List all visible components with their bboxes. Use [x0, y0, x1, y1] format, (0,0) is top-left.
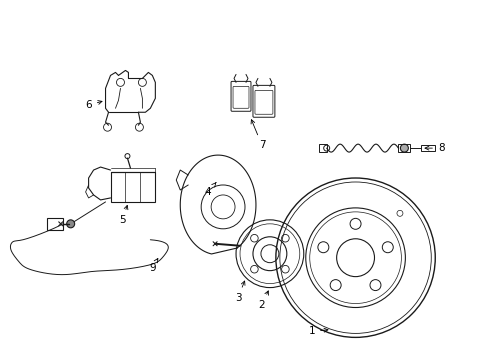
Text: 5: 5 [119, 206, 128, 225]
Circle shape [66, 220, 75, 228]
Text: 6: 6 [85, 100, 102, 110]
Text: 4: 4 [204, 183, 216, 197]
Circle shape [400, 144, 407, 152]
Text: 3: 3 [234, 281, 244, 302]
Text: 2: 2 [258, 291, 268, 310]
Text: 9: 9 [149, 258, 158, 273]
Text: 1: 1 [308, 327, 327, 336]
Text: 7: 7 [250, 120, 264, 150]
Text: 8: 8 [424, 143, 444, 153]
